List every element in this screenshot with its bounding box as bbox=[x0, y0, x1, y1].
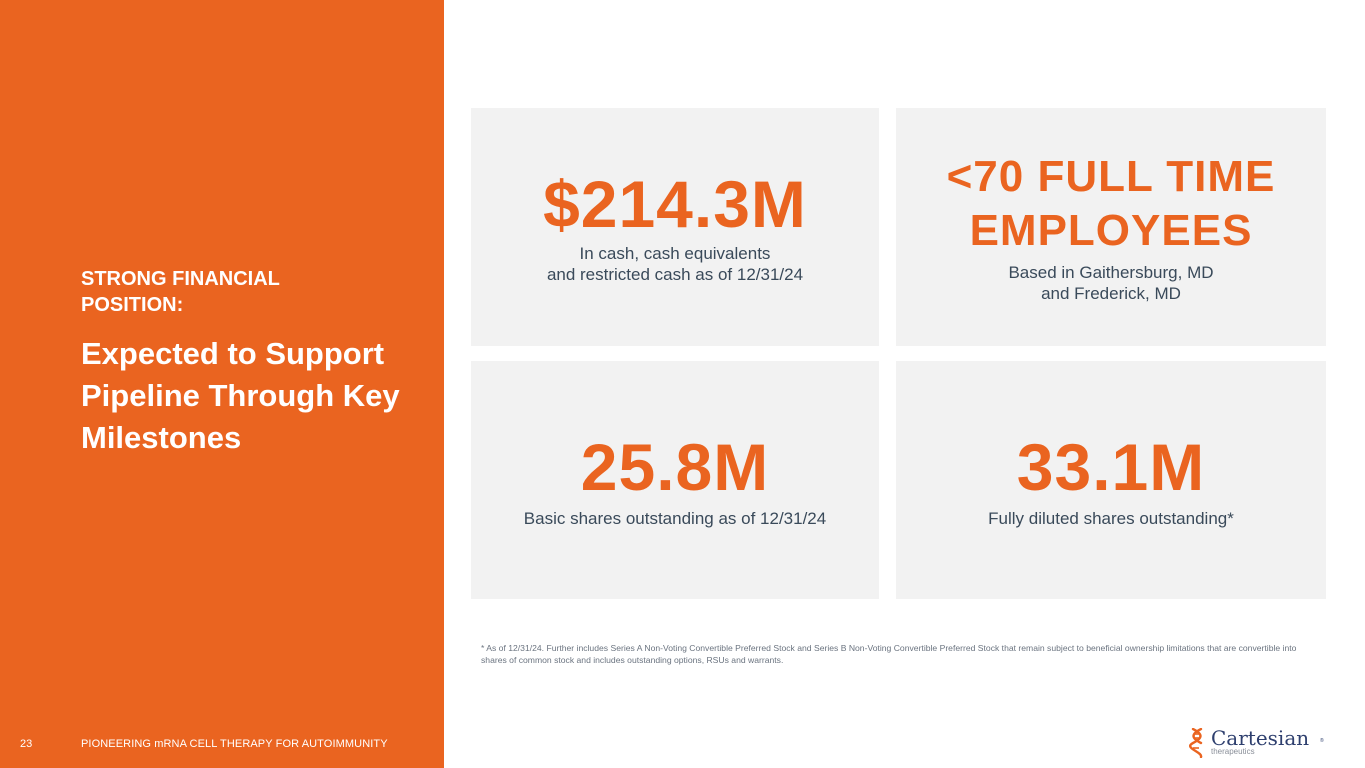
page-number: 23 bbox=[20, 738, 33, 750]
stat-value-cash: $214.3M bbox=[543, 167, 807, 241]
stat-value-line: EMPLOYEES bbox=[969, 206, 1253, 255]
stat-card-employees: <70 FULL TIME EMPLOYEES Based in Gaither… bbox=[896, 108, 1326, 346]
stat-value-diluted-shares: 33.1M bbox=[1016, 429, 1206, 504]
stat-label-line: Based in Gaithersburg, MD bbox=[1008, 263, 1214, 282]
stat-label-line: In cash, cash equivalents bbox=[579, 244, 771, 263]
stat-label-line: and restricted cash as of 12/31/24 bbox=[546, 265, 804, 284]
logo-wordmark: Cartesian bbox=[1211, 726, 1310, 750]
stat-card-diluted-shares: 33.1M Fully diluted shares outstanding* bbox=[896, 361, 1326, 599]
stat-value-basic-shares: 25.8M bbox=[580, 429, 770, 504]
footnote: * As of 12/31/24. Further includes Serie… bbox=[481, 643, 1297, 665]
stat-label-diluted-shares: Fully diluted shares outstanding* bbox=[988, 508, 1234, 528]
company-logo: Cartesian therapeutics ® bbox=[1189, 726, 1329, 760]
page-title: Expected to Support Pipeline Through Key… bbox=[81, 336, 400, 455]
stat-card-basic-shares: 25.8M Basic shares outstanding as of 12/… bbox=[471, 361, 879, 599]
eyebrow-heading: STRONG FINANCIAL POSITION: bbox=[81, 268, 280, 316]
stat-label-basic-shares: Basic shares outstanding as of 12/31/24 bbox=[523, 508, 827, 528]
stat-card-cash: $214.3M In cash, cash equivalents and re… bbox=[471, 108, 879, 346]
stat-value-employees: <70 FULL TIME EMPLOYEES bbox=[947, 150, 1276, 258]
logo-subtitle: therapeutics bbox=[1211, 747, 1255, 756]
left-panel: STRONG FINANCIAL POSITION: Expected to S… bbox=[0, 0, 444, 768]
dna-helix-icon bbox=[1189, 728, 1203, 758]
stat-value-line: <70 FULL TIME bbox=[946, 152, 1276, 201]
stat-label-employees: Based in Gaithersburg, MD and Frederick,… bbox=[1008, 262, 1213, 304]
stat-label-cash: In cash, cash equivalents and restricted… bbox=[547, 243, 803, 285]
footer-tagline: PIONEERING mRNA CELL THERAPY FOR AUTOIMM… bbox=[81, 738, 388, 750]
registered-mark: ® bbox=[1320, 738, 1324, 744]
stat-label-line: and Frederick, MD bbox=[1041, 284, 1181, 303]
